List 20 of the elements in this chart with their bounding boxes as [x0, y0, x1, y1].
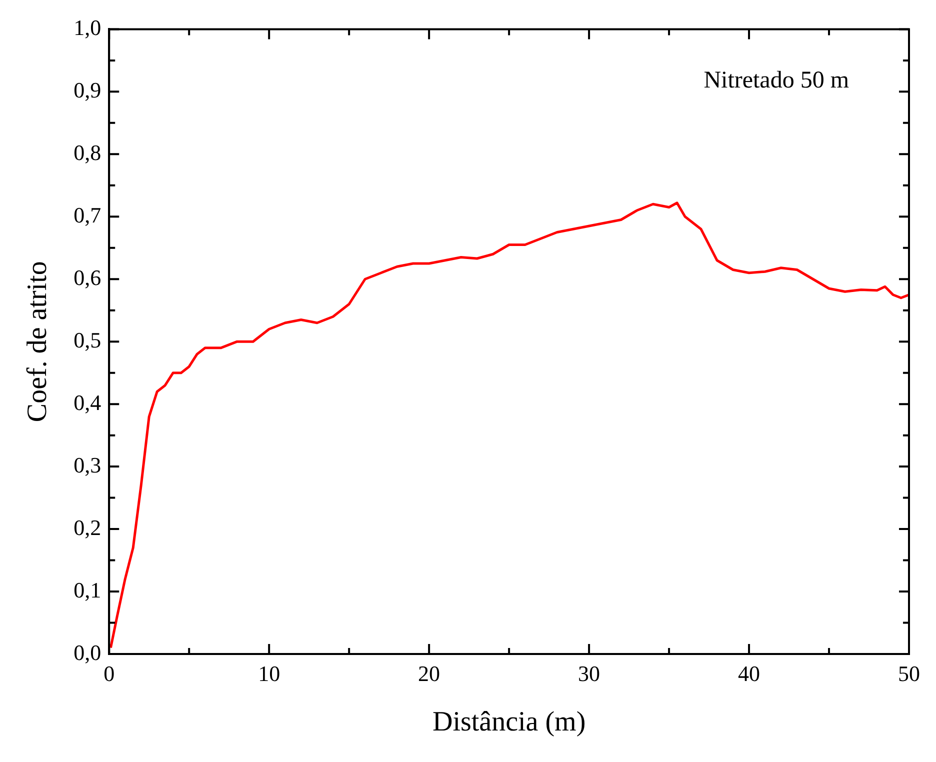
y-axis-title: Coef. de atrito [22, 261, 54, 422]
x-tick-label: 30 [578, 660, 600, 686]
y-tick-label: 0,8 [74, 140, 102, 165]
y-tick-label: 0,1 [74, 577, 102, 602]
y-tick-label: 0,5 [74, 327, 102, 352]
y-tick-label: 0,4 [74, 390, 102, 415]
x-tick-label: 0 [104, 660, 115, 686]
y-tick-label: 0,7 [74, 202, 102, 228]
y-tick-label: 0,2 [74, 514, 102, 540]
y-tick-label: 0,3 [74, 452, 102, 478]
annotation: Nitretado 50 m [704, 67, 850, 94]
y-tick-label: 1,0 [74, 14, 102, 40]
x-tick-label: 20 [418, 660, 440, 686]
y-tick-label: 0,6 [74, 264, 102, 290]
y-tick-label: 0,9 [74, 77, 102, 102]
x-tick-label: 10 [258, 660, 280, 686]
x-tick-label: 40 [738, 660, 760, 686]
x-tick-label: 50 [898, 660, 920, 686]
x-axis-title: Distância (m) [432, 706, 586, 738]
y-tick-label: 0,0 [74, 640, 102, 665]
